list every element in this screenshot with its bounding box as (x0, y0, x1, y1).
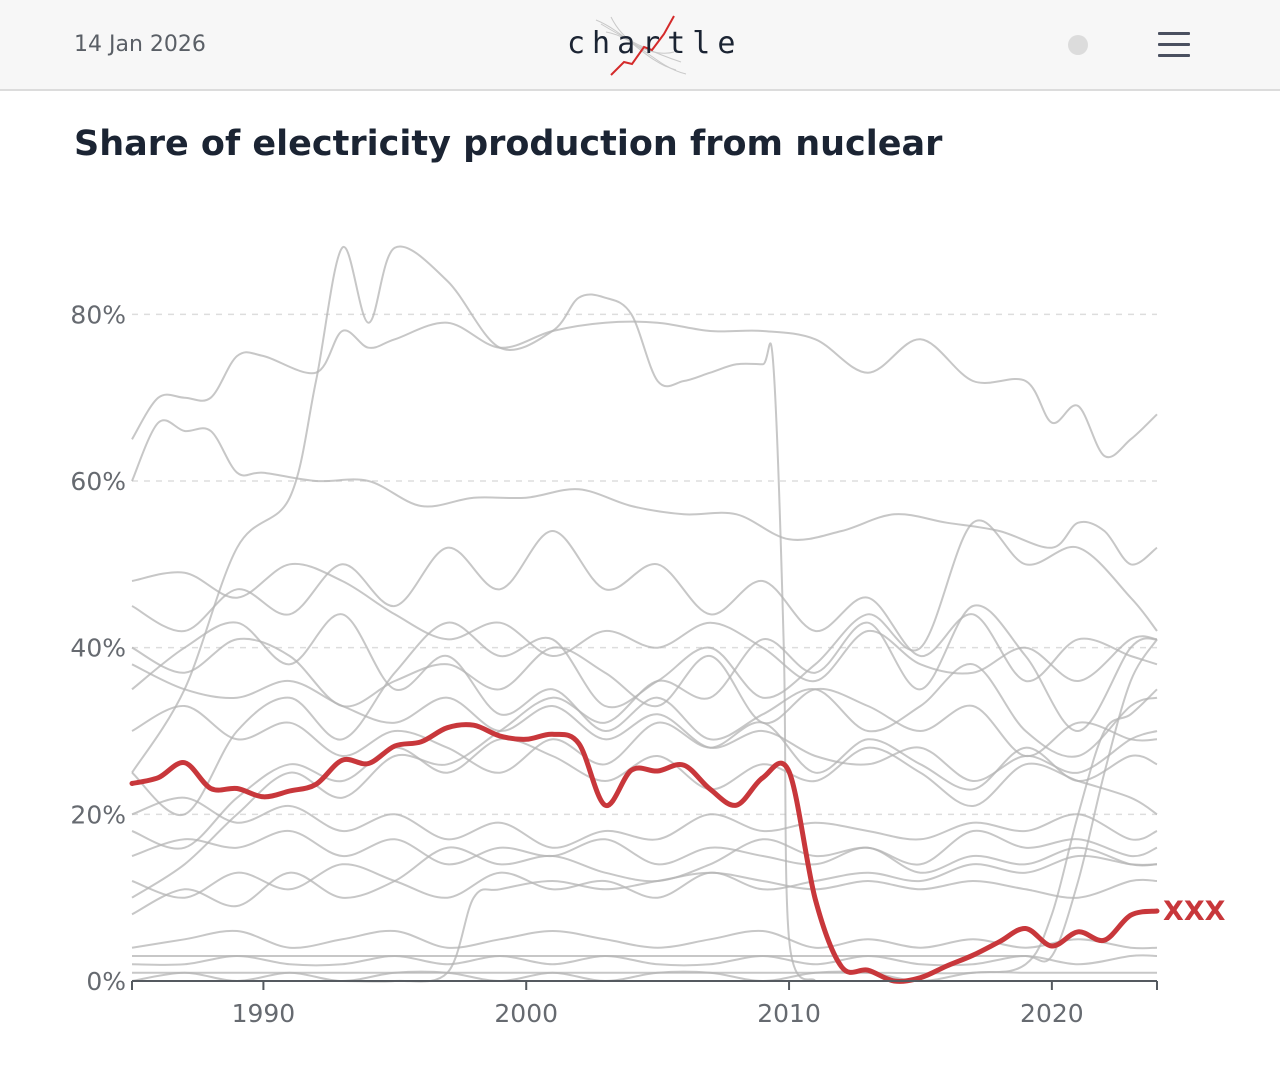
menu-icon-bar-3 (1158, 54, 1190, 57)
grid-lines (132, 313, 1157, 816)
background-series-line (131, 688, 1158, 975)
background-series-line (131, 737, 1158, 850)
y-tick-label: 20% (70, 800, 126, 829)
background-series-line (131, 954, 1158, 967)
background-series-line (131, 829, 1158, 916)
background-series-line (131, 320, 1158, 459)
background-series-line (131, 562, 1158, 683)
y-tick-label: 0% (86, 967, 126, 996)
background-series-line (131, 854, 1158, 899)
background-series-line (131, 829, 1158, 874)
y-tick-label: 40% (70, 634, 126, 663)
y-tick-label: 80% (70, 300, 126, 329)
background-series-line (131, 613, 1158, 758)
x-tick-label: 2000 (494, 999, 558, 1028)
chartle-logo[interactable]: chartle (556, 12, 736, 82)
menu-icon-bar-2 (1158, 43, 1190, 46)
highlight-series-line (129, 722, 1160, 984)
x-tick-label: 2010 (757, 999, 821, 1028)
line-chart: XXX 0% 20% 40% 60% 80% 1990 2000 2010 2020 (70, 245, 1226, 1028)
menu-button[interactable] (1155, 30, 1193, 60)
axes: 0% 20% 40% 60% 80% 1990 2000 2010 2020 (70, 300, 1158, 1028)
background-series-line (131, 637, 1158, 758)
background-series-line (131, 530, 1158, 683)
logo-graphic-icon (595, 15, 687, 76)
background-series-line (131, 638, 1158, 963)
background-series-line (131, 604, 1158, 899)
background-series-line (131, 796, 1158, 849)
status-dot (1068, 35, 1088, 55)
background-series (131, 245, 1158, 983)
logo-text: chartle (567, 26, 743, 61)
date-label: 14 Jan 2026 (74, 32, 206, 57)
chart-title: Share of electricity production from nuc… (74, 124, 943, 164)
highlight-series-label: XXX (1163, 896, 1226, 927)
background-series-line (131, 704, 1158, 791)
highlight-series: XXX (129, 722, 1226, 984)
top-bar: 14 Jan 2026 chartle (0, 0, 1280, 91)
background-series-line (131, 929, 1158, 950)
background-series-line (131, 663, 1158, 783)
background-series-line (131, 245, 817, 982)
background-series-line (131, 419, 1158, 566)
x-tick-label: 1990 (232, 999, 296, 1028)
y-tick-label: 60% (70, 467, 126, 496)
menu-icon-bar-1 (1158, 32, 1190, 35)
x-tick-label: 2020 (1020, 999, 1084, 1028)
